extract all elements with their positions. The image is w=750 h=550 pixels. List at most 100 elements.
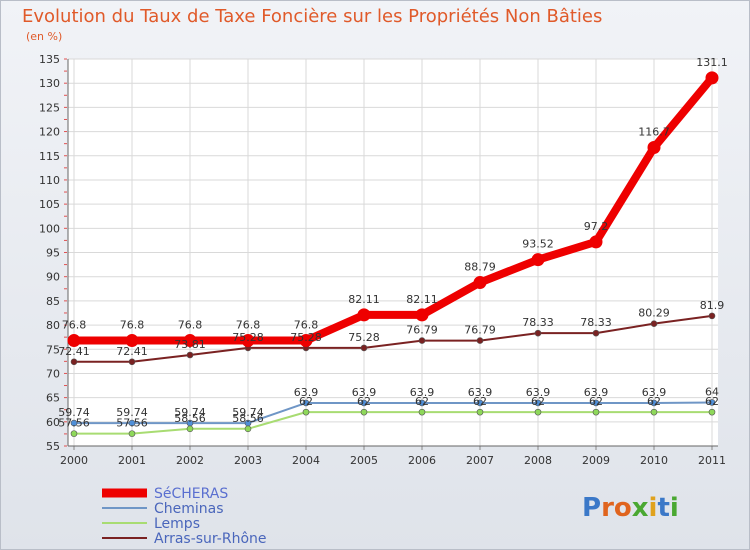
legend-label-3: Arras-sur-Rhône [154,531,267,547]
y-tick-label: 110 [39,174,60,187]
x-tick-label: 2011 [698,454,726,467]
y-tick-label: 95 [46,247,60,260]
logo-letter: x [632,493,649,523]
series-point-1 [302,399,310,407]
x-tick-label: 2000 [60,454,88,467]
y-tick-label: 70 [46,367,60,380]
series-point-2 [128,430,136,437]
data-label-1: 63.9 [352,386,377,399]
data-label-2: 62 [647,395,661,408]
proxiti-logo: Proxiti [582,493,679,523]
data-label-1: 59.74 [58,406,90,419]
data-label-1: 63.9 [526,386,551,399]
data-label-0: 93.52 [522,238,554,251]
x-tick-label: 2006 [408,454,436,467]
series-point-2 [534,408,542,416]
x-tick-label: 2001 [118,454,146,467]
series-point-1 [418,399,426,407]
series-point-2 [186,425,194,433]
chart-unit: (en %) [26,30,62,43]
data-label-0: 88.79 [464,261,496,274]
series-point-3 [418,337,426,344]
series-point-2 [592,408,600,416]
series-point-2 [418,408,426,416]
series-point-2 [708,408,716,416]
data-label-3: 73.81 [174,338,206,351]
series-point-0 [67,334,81,348]
data-label-0: 97.2 [584,220,609,233]
data-labels: 72.41 72.41 73.81 75.28 75.28 75.28 76.79 76.79… [58,56,728,430]
series-point-0 [589,235,603,249]
data-label-1: 63.9 [294,386,319,399]
logo-letter: i [670,493,679,523]
x-tick-label: 2007 [466,454,494,467]
logo-letter: o [614,493,632,523]
series-point-0 [125,334,139,348]
data-label-3: 75.28 [348,331,380,344]
y-tick-label: 130 [39,77,60,90]
series-point-3 [70,358,78,366]
series-point-2 [70,430,78,437]
data-label-2: 62 [531,395,545,408]
data-label-3: 78.33 [522,316,554,329]
series-point-2 [476,408,484,416]
grid [68,58,718,447]
series-point-0 [241,334,255,348]
logo-letter: P [582,493,601,523]
data-label-3: 75.28 [232,331,264,344]
series-point-0 [183,334,197,348]
data-label-3: 78.33 [580,316,612,329]
data-label-2: 62 [357,395,371,408]
data-label-1: 64 [705,385,719,398]
series-point-1 [128,419,136,427]
data-label-1: 59.74 [232,406,264,419]
data-label-2: 62 [473,395,487,408]
axes: 55 60 65 70 75 80 85 90 95 100 105 110 115 120 125 130 1… [39,53,726,467]
series-point-2 [650,408,658,416]
data-label-0: 76.8 [62,319,87,332]
legend-label-2: Lemps [154,516,200,532]
y-tick-label: 80 [46,319,60,332]
y-tick-label: 120 [39,126,60,139]
logo-letter: i [649,493,658,523]
series-point-3 [650,320,658,327]
y-tick-label: 55 [46,440,60,453]
data-label-3: 75.28 [290,331,322,344]
y-tick-label: 105 [39,198,60,211]
series-point-3 [128,358,136,366]
data-label-3: 76.79 [406,324,438,337]
data-label-0: 131.1 [696,56,728,69]
data-label-1: 59.74 [174,406,206,419]
y-tick-label: 85 [46,295,60,308]
series-point-3 [186,351,194,359]
y-tick-label: 75 [46,343,60,356]
x-tick-label: 2003 [234,454,262,467]
y-tick-label: 135 [39,53,60,66]
series-point-1 [708,399,716,406]
data-label-3: 81.9 [700,299,725,312]
legend-label-0: SéCHERAS [154,486,228,502]
data-label-2: 62 [589,395,603,408]
series-point-1 [650,399,658,407]
data-label-3: 80.29 [638,307,670,320]
data-label-1: 63.9 [642,386,667,399]
x-tick-label: 2005 [350,454,378,467]
data-label-2: 62 [705,395,719,408]
data-label-0: 76.8 [120,319,145,332]
x-tick-label: 2004 [292,454,320,467]
y-tick-label: 60 [46,416,60,429]
series-point-3 [534,329,542,337]
series-point-3 [476,337,484,344]
series-point-3 [708,312,716,320]
series-point-1 [70,419,78,427]
logo-letter: t [657,493,669,523]
data-label-3: 72.41 [116,345,148,358]
series-line-0 [70,73,716,345]
data-label-0: 76.8 [294,319,319,332]
series-point-0 [357,308,371,322]
series [67,71,719,437]
x-tick-label: 2008 [524,454,552,467]
series-line-1 [73,401,713,425]
x-tick-label: 2010 [640,454,668,467]
